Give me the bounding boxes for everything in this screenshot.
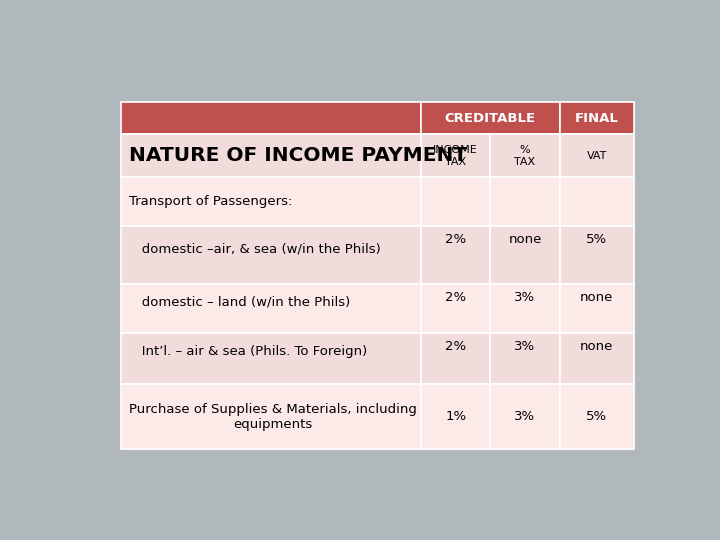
Bar [490,333,559,384]
Bar [559,284,634,333]
Bar [490,284,559,333]
Bar [121,284,421,333]
Bar [121,333,421,384]
Text: Purchase of Supplies & Materials, including
equipments: Purchase of Supplies & Materials, includ… [129,403,417,430]
Bar [121,102,421,134]
Bar [559,226,634,284]
Text: CREDITABLE: CREDITABLE [445,112,536,125]
Bar [121,384,421,449]
Bar [421,177,490,226]
Bar [421,102,559,134]
Text: 2%: 2% [445,291,467,304]
Bar [421,134,490,177]
Text: 1%: 1% [445,410,467,423]
Text: domestic –air, & sea (w/in the Phils): domestic –air, & sea (w/in the Phils) [129,242,381,255]
Text: 5%: 5% [586,410,608,423]
Text: none: none [508,233,541,246]
Bar [121,134,421,177]
Text: Int’l. – air & sea (Phils. To Foreign): Int’l. – air & sea (Phils. To Foreign) [129,346,367,359]
Bar [490,134,559,177]
Bar [421,384,490,449]
Bar [421,284,490,333]
Text: Transport of Passengers:: Transport of Passengers: [129,195,292,208]
Text: domestic – land (w/in the Phils): domestic – land (w/in the Phils) [129,296,351,309]
Text: none: none [580,291,613,304]
Bar [121,226,421,284]
Text: 2%: 2% [445,233,467,246]
Bar [121,102,634,449]
Text: 5%: 5% [586,233,608,246]
Bar [490,384,559,449]
Text: FINAL: FINAL [575,112,618,125]
Text: INCOME
TAX: INCOME TAX [433,145,478,166]
Text: 2%: 2% [445,340,467,353]
Bar [421,226,490,284]
Bar [121,177,421,226]
Text: 3%: 3% [514,291,536,304]
Text: 3%: 3% [514,340,536,353]
Text: 3%: 3% [514,410,536,423]
Text: NATURE OF INCOME PAYMENT: NATURE OF INCOME PAYMENT [129,146,467,165]
Text: %
TAX: % TAX [514,145,536,166]
Text: none: none [580,340,613,353]
Bar [559,102,634,134]
Bar [490,226,559,284]
Text: VAT: VAT [587,151,607,161]
Bar [559,333,634,384]
Bar [490,177,559,226]
Bar [559,384,634,449]
Bar [559,177,634,226]
Bar [421,333,490,384]
Bar [559,134,634,177]
